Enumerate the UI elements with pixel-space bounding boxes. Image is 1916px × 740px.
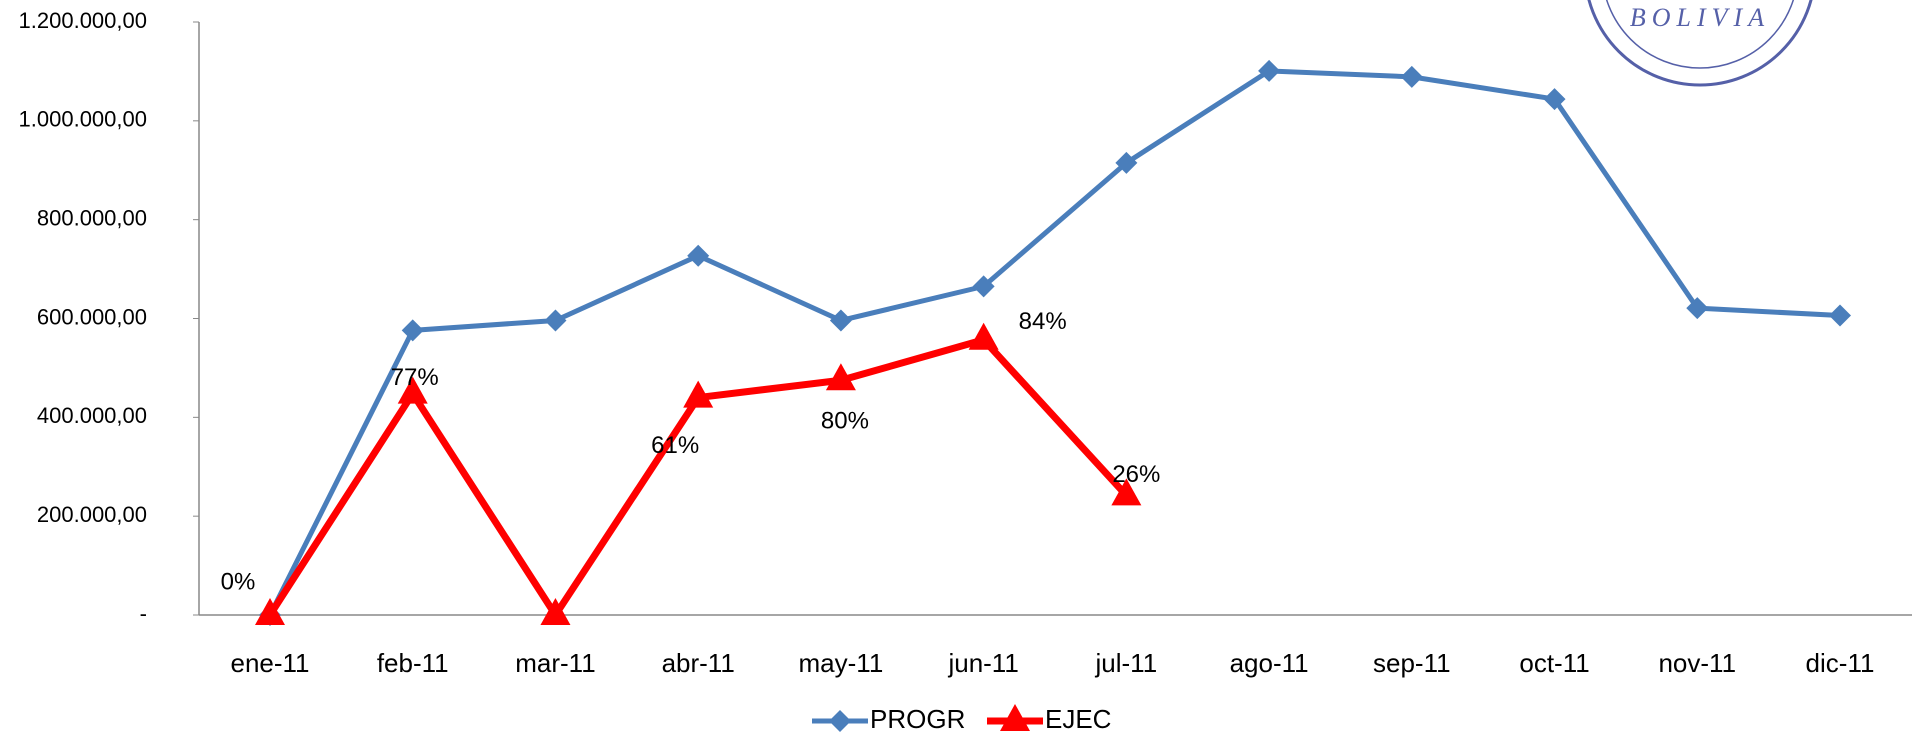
point-marker <box>255 598 285 625</box>
point-marker <box>968 322 999 350</box>
x-tick-label: sep-11 <box>1373 648 1451 678</box>
series-line <box>267 68 1841 617</box>
point-marker <box>1543 88 1566 111</box>
y-tick-label: 1.000.000,00 <box>19 107 147 132</box>
point-marker <box>1686 297 1709 320</box>
y-tick-label: 600.000,00 <box>37 304 147 329</box>
stamp-text: BOLIVIA <box>1630 3 1770 32</box>
point-marker <box>540 598 571 625</box>
legend-item: PROGR <box>812 704 965 734</box>
point-marker <box>829 309 852 332</box>
x-tick-label: nov-11 <box>1658 648 1736 678</box>
point-marker <box>825 363 856 391</box>
x-tick-label: abr-11 <box>662 648 735 678</box>
data-label: 77% <box>391 364 439 391</box>
x-tick-label: mar-11 <box>515 648 595 678</box>
data-label: 26% <box>1112 461 1160 488</box>
legend-label: EJEC <box>1045 704 1111 734</box>
point-marker <box>397 376 428 404</box>
x-tick-label: ago-11 <box>1230 648 1309 678</box>
y-tick-label: - <box>140 601 147 626</box>
legend-item: EJEC <box>987 704 1111 734</box>
data-label: 80% <box>821 408 869 435</box>
point-marker <box>1829 304 1851 327</box>
x-tick-label: ene-11 <box>230 648 309 678</box>
point-marker <box>1111 478 1142 506</box>
data-label: 0% <box>221 568 256 595</box>
point-marker <box>1115 151 1138 174</box>
point-marker <box>687 244 710 267</box>
stamp-ring <box>1587 0 1813 87</box>
x-tick-label: feb-11 <box>377 648 449 678</box>
point-marker <box>829 710 851 732</box>
x-tick-label: may-11 <box>799 648 884 678</box>
legend-label: PROGR <box>870 704 965 734</box>
data-label: 84% <box>1019 308 1067 335</box>
data-label: 61% <box>651 432 699 459</box>
y-tick-label: 400.000,00 <box>37 403 147 428</box>
x-tick-label: jul-11 <box>1095 648 1158 678</box>
stamp-ring <box>1605 0 1795 69</box>
x-tick-label: jun-11 <box>947 648 1018 678</box>
point-marker <box>972 275 995 298</box>
point-marker <box>683 380 714 408</box>
point-marker <box>401 319 424 342</box>
point-marker <box>1258 59 1281 82</box>
y-tick-label: 200.000,00 <box>37 502 147 527</box>
x-tick-label: oct-11 <box>1519 648 1589 678</box>
point-marker <box>1400 65 1423 88</box>
y-tick-label: 800.000,00 <box>37 205 147 230</box>
logo-stamp: BOLIVIA <box>1587 0 1813 87</box>
point-marker <box>544 309 567 332</box>
x-tick-label: dic-11 <box>1806 648 1875 678</box>
y-tick-label: 1.200.000,00 <box>19 8 147 33</box>
point-marker <box>1000 704 1030 731</box>
